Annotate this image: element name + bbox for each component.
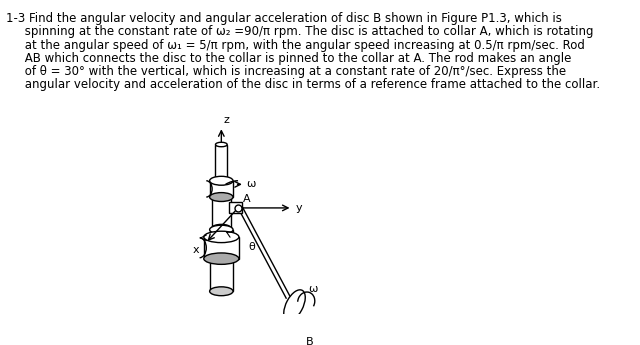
Text: angular velocity and acceleration of the disc in terms of a reference frame atta: angular velocity and acceleration of the… xyxy=(6,78,600,91)
Ellipse shape xyxy=(212,224,230,231)
Bar xyxy=(216,145,227,183)
Text: spinning at the constant rate of ω₂ =90/π rpm. The disc is attached to collar A,: spinning at the constant rate of ω₂ =90/… xyxy=(6,26,593,38)
Ellipse shape xyxy=(210,176,233,185)
Ellipse shape xyxy=(216,180,227,185)
Text: ω: ω xyxy=(246,179,256,189)
Text: of θ = 30° with the vertical, which is increasing at a constant rate of 20/π°/se: of θ = 30° with the vertical, which is i… xyxy=(6,65,566,78)
Text: z: z xyxy=(224,115,230,125)
Text: AB which connects the disc to the collar is pinned to the collar at A. The rod m: AB which connects the disc to the collar… xyxy=(6,52,571,65)
Text: at the angular speed of ω₁ = 5/π rpm, with the angular speed increasing at 0.5/π: at the angular speed of ω₁ = 5/π rpm, wi… xyxy=(6,39,584,51)
Text: B: B xyxy=(306,337,314,345)
Bar xyxy=(204,237,239,259)
Ellipse shape xyxy=(210,193,233,201)
Text: y: y xyxy=(296,203,302,213)
Ellipse shape xyxy=(210,287,233,296)
Bar xyxy=(210,181,233,197)
Text: x: x xyxy=(192,245,199,255)
Ellipse shape xyxy=(210,225,233,234)
Text: θ: θ xyxy=(248,242,255,252)
Ellipse shape xyxy=(204,253,239,264)
Ellipse shape xyxy=(204,231,239,243)
Text: A: A xyxy=(243,194,251,204)
Bar xyxy=(229,203,242,213)
Bar xyxy=(210,230,233,291)
Ellipse shape xyxy=(284,290,305,321)
Text: ω: ω xyxy=(308,284,317,294)
Ellipse shape xyxy=(216,142,227,147)
Bar xyxy=(212,197,230,228)
Text: 1-3 Find the angular velocity and angular acceleration of disc B shown in Figure: 1-3 Find the angular velocity and angula… xyxy=(6,12,561,25)
